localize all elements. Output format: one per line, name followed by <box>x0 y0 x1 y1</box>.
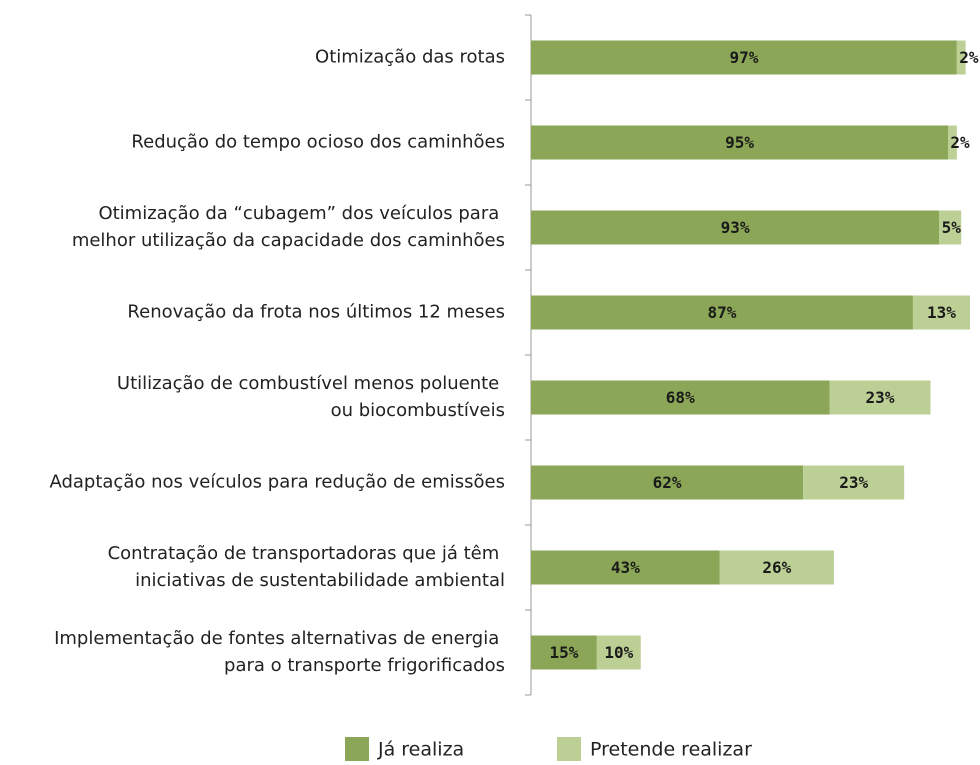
legend-swatch <box>345 737 369 761</box>
value-label: 13% <box>927 303 956 322</box>
bar-segment <box>956 40 966 75</box>
value-label: 87% <box>708 303 737 322</box>
bar-segment <box>939 210 962 245</box>
value-label: 2% <box>950 133 970 152</box>
bar-segment <box>719 550 834 585</box>
category-label: Implementação de fontes alternativas de … <box>54 628 505 676</box>
bar-segment <box>596 635 641 670</box>
value-label: 43% <box>611 558 640 577</box>
category-label: Otimização das rotas <box>315 47 505 68</box>
legend-label: Pretende realizar <box>590 739 752 761</box>
value-label: 97% <box>729 48 758 67</box>
bar-segment <box>531 295 913 330</box>
bar-segment <box>531 210 940 245</box>
legend-swatch <box>557 737 581 761</box>
bar-segment <box>531 40 957 75</box>
bar-segment <box>531 465 804 500</box>
category-label: Adaptação nos veículos para redução de e… <box>49 472 505 493</box>
legend-label: Já realiza <box>377 739 464 761</box>
value-label: 5% <box>942 218 962 237</box>
value-label: 68% <box>666 388 695 407</box>
value-label: 95% <box>725 133 754 152</box>
bar-segment <box>531 125 949 160</box>
value-label: 93% <box>721 218 750 237</box>
value-label: 23% <box>839 473 868 492</box>
bar-segment <box>531 635 597 670</box>
value-label: 10% <box>604 643 633 662</box>
value-label: 2% <box>959 48 979 67</box>
bar-segment <box>948 125 957 160</box>
bar-segment <box>912 295 970 330</box>
bar-segment <box>531 380 830 415</box>
category-label: Redução do tempo ocioso dos caminhões <box>131 132 505 153</box>
value-label: 26% <box>762 558 791 577</box>
category-label: Renovação da frota nos últimos 12 meses <box>127 302 505 323</box>
value-label: 15% <box>549 643 578 662</box>
category-label: Otimização da “cubagem” dos veículos par… <box>72 203 505 251</box>
category-label: Contratação de transportadoras que já tê… <box>108 543 505 591</box>
bar-segment <box>803 465 905 500</box>
bar-segment <box>829 380 931 415</box>
value-label: 23% <box>866 388 895 407</box>
category-label: Utilização de combustível menos poluente… <box>117 373 505 421</box>
value-label: 62% <box>653 473 682 492</box>
bar-segment <box>531 550 720 585</box>
